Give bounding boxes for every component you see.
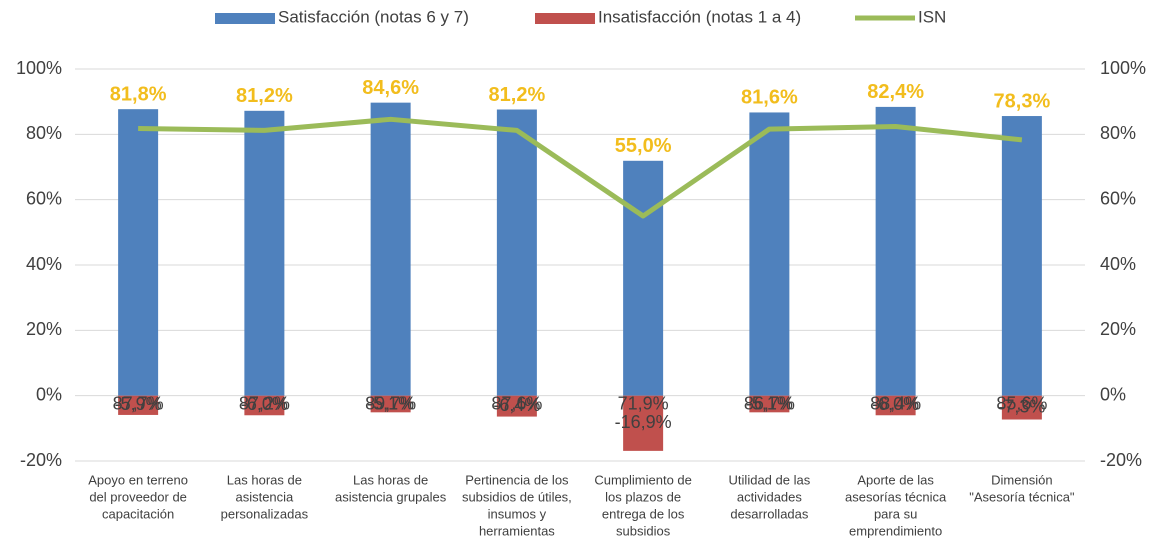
bar bbox=[875, 395, 916, 416]
value-label: -5,9% bbox=[115, 394, 162, 414]
isn-label: 81,2% bbox=[489, 84, 546, 106]
x-tick-label: Utilidad de las bbox=[729, 472, 811, 487]
y2-tick-label: 100% bbox=[1100, 58, 1146, 78]
y2-tick-label: 60% bbox=[1100, 188, 1136, 208]
x-tick-label: Pertinencia de los bbox=[465, 472, 569, 487]
y-tick-label: 0% bbox=[36, 384, 62, 404]
bar bbox=[623, 395, 664, 451]
x-tick-label: asistencia bbox=[235, 489, 294, 504]
x-tick-label: capacitación bbox=[102, 506, 174, 521]
y2-tick-label: 0% bbox=[1100, 384, 1126, 404]
line bbox=[138, 116, 1023, 219]
bar bbox=[749, 395, 790, 413]
value-label: -6,0% bbox=[872, 394, 919, 414]
bar bbox=[118, 395, 159, 415]
value-label: 87,7% bbox=[113, 393, 164, 413]
isn-label: 82,4% bbox=[867, 81, 924, 103]
bar bbox=[1001, 116, 1042, 396]
x-tick-label: personalizadas bbox=[221, 506, 309, 521]
isn-label: 81,8% bbox=[110, 83, 167, 105]
isn-label: 84,6% bbox=[362, 77, 419, 99]
isn-label: 78,3% bbox=[994, 90, 1051, 112]
x-tick-label: insumos y bbox=[488, 506, 547, 521]
bar bbox=[370, 395, 411, 413]
value-label: -16,9% bbox=[615, 412, 672, 432]
y-tick-label: 40% bbox=[26, 254, 62, 274]
y2-tick-label: 80% bbox=[1100, 123, 1136, 143]
legend-label: ISN bbox=[918, 7, 946, 26]
bar bbox=[118, 109, 159, 396]
y2-tick-label: 40% bbox=[1100, 254, 1136, 274]
x-tick-label: emprendimiento bbox=[849, 523, 942, 538]
value-label: -5,1% bbox=[746, 393, 793, 413]
value-label: -6,4% bbox=[493, 395, 540, 415]
value-label: 87,2% bbox=[239, 393, 290, 413]
bar bbox=[496, 395, 537, 417]
y-tick-label: 80% bbox=[26, 123, 62, 143]
isn-label: 55,0% bbox=[615, 135, 672, 157]
x-tick-label: subsidios de útiles, bbox=[462, 489, 572, 504]
legend-label: Satisfacción (notas 6 y 7) bbox=[278, 7, 469, 26]
legend-swatch bbox=[535, 13, 595, 24]
x-tick-label: subsidios bbox=[616, 523, 671, 538]
legend-label: Insatisfacción (notas 1 a 4) bbox=[598, 7, 801, 26]
x-tick-label: Dimensión bbox=[991, 472, 1052, 487]
x-tick-label: Apoyo en terreno bbox=[88, 472, 188, 487]
bar bbox=[749, 112, 790, 396]
x-tick-label: desarrolladas bbox=[730, 506, 809, 521]
bar bbox=[370, 102, 411, 396]
y-tick-label: 20% bbox=[26, 319, 62, 339]
x-tick-label: los plazos de bbox=[605, 489, 681, 504]
y-tick-label: 100% bbox=[16, 58, 62, 78]
value-label: 71,9% bbox=[618, 393, 669, 413]
legend-swatch bbox=[215, 13, 275, 24]
x-tick-label: asesorías técnica bbox=[845, 489, 947, 504]
y2-tick-label: -20% bbox=[1100, 450, 1142, 470]
y-tick-label: -20% bbox=[20, 450, 62, 470]
value-label: 87,6% bbox=[491, 393, 542, 413]
bar bbox=[244, 395, 285, 416]
y-tick-label: 60% bbox=[26, 188, 62, 208]
x-tick-label: para su bbox=[874, 506, 917, 521]
value-label: -6,0% bbox=[241, 394, 288, 414]
value-label: 86,7% bbox=[744, 393, 795, 413]
y2-tick-label: 20% bbox=[1100, 319, 1136, 339]
value-label: -7,3% bbox=[998, 396, 1045, 416]
bar bbox=[496, 109, 537, 396]
bar bbox=[875, 106, 916, 396]
isn-label: 81,2% bbox=[236, 85, 293, 107]
x-tick-label: Aporte de las bbox=[857, 472, 934, 487]
value-label: 89,7% bbox=[365, 393, 416, 413]
x-tick-label: Las horas de bbox=[353, 472, 428, 487]
value-label: 88,4% bbox=[870, 393, 921, 413]
x-tick-label: herramientas bbox=[479, 523, 555, 538]
x-tick-label: entrega de los bbox=[602, 506, 685, 521]
value-label: 85,6% bbox=[996, 393, 1047, 413]
x-tick-label: Las horas de bbox=[227, 472, 302, 487]
x-tick-label: del proveedor de bbox=[89, 489, 187, 504]
isn-label: 81,6% bbox=[741, 87, 798, 109]
bar bbox=[623, 160, 664, 396]
x-tick-label: actividades bbox=[737, 489, 803, 504]
x-tick-label: Cumplimiento de bbox=[594, 472, 692, 487]
bar bbox=[244, 110, 285, 396]
bar bbox=[1001, 395, 1042, 420]
value-label: -5,1% bbox=[367, 393, 414, 413]
x-tick-label: "Asesoría técnica" bbox=[969, 489, 1075, 504]
x-tick-label: asistencia grupales bbox=[335, 489, 447, 504]
